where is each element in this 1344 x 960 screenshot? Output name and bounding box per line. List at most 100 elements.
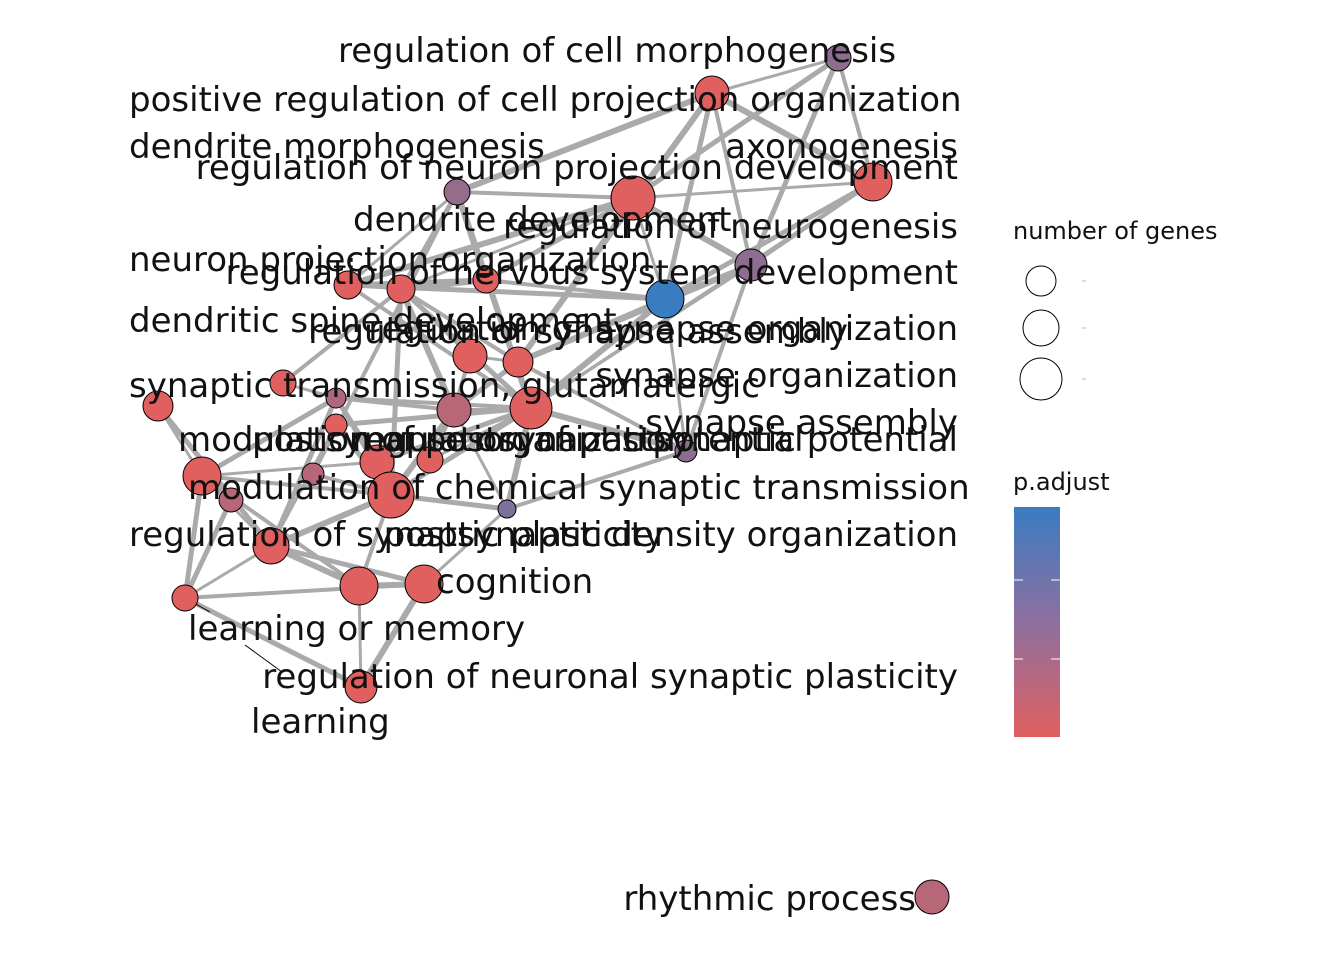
node-label: dendrite morphogenesis <box>129 127 545 167</box>
network-edge <box>748 57 841 266</box>
legend: number of genes p.adjust <box>1013 217 1218 737</box>
network-edge <box>529 296 667 411</box>
network-edge <box>530 405 687 454</box>
network-node <box>416 446 444 474</box>
unlabeled-node-layer <box>142 338 488 513</box>
network-edge <box>684 264 753 452</box>
node-label: postsynapse organization <box>252 420 688 460</box>
color-legend-bar <box>1014 507 1060 737</box>
network-edge <box>335 405 532 428</box>
network-edge <box>663 298 688 452</box>
network-node <box>436 392 472 428</box>
network-node <box>509 386 553 430</box>
node-label: cognition <box>436 562 593 602</box>
network-edge <box>517 296 666 365</box>
node-label: regulation of postsynaptic potential <box>352 420 958 460</box>
network-node <box>142 390 174 422</box>
node-label: regulation of synapse assembly <box>308 312 848 352</box>
network-node <box>497 499 517 519</box>
node-label: synapse organization <box>595 356 958 396</box>
network-edge <box>400 196 634 291</box>
network-node <box>367 471 415 519</box>
network-edge <box>631 55 840 201</box>
network-edge <box>517 360 687 453</box>
network-edge <box>347 195 634 288</box>
network-node <box>734 248 768 282</box>
network-edge <box>398 287 457 412</box>
node-label: synapse assembly <box>645 403 958 443</box>
node-label: regulation of neuron projection developm… <box>196 148 958 188</box>
node-layer <box>171 44 950 915</box>
node-label: postsynaptic density organization <box>384 515 958 555</box>
network-node <box>853 162 893 202</box>
network-node <box>645 279 685 319</box>
network-edge <box>389 405 533 498</box>
network-node <box>171 584 199 612</box>
network-node <box>824 44 852 72</box>
node-label: positive regulation of cell projection o… <box>129 80 962 120</box>
network-edge <box>631 195 753 268</box>
node-label: regulation of neuronal synaptic plastici… <box>262 657 958 697</box>
node-label: regulation of neurogenesis <box>503 207 958 247</box>
node-label: modulation of chemical synaptic transmis… <box>188 468 970 508</box>
label-layer: regulation of cell morphogenesis positive… <box>129 31 970 919</box>
network-node <box>694 75 730 111</box>
node-label: regulation of nervous system development <box>225 253 958 293</box>
network-node <box>443 178 471 206</box>
network-edge <box>515 91 715 364</box>
node-label: regulation of synapse organization <box>368 309 958 349</box>
node-label: axonogenesis <box>725 127 958 167</box>
network-node <box>333 270 363 300</box>
network-edge <box>452 409 509 510</box>
node-label: learning <box>251 702 390 742</box>
node-label: neuron projection organization <box>129 240 651 280</box>
network-edge <box>200 395 338 479</box>
network-edge <box>455 90 714 195</box>
network-node <box>452 338 488 374</box>
network-edge <box>281 287 403 385</box>
network-edge <box>399 287 520 364</box>
network-edge <box>358 582 427 689</box>
network-edge <box>270 543 425 587</box>
network-node <box>472 266 500 294</box>
network-edge <box>456 190 634 200</box>
network-node <box>502 346 534 378</box>
node-label: rhythmic process <box>623 879 916 919</box>
network-node <box>324 413 348 437</box>
size-legend-circle-small <box>1025 265 1057 297</box>
node-label: dendrite development <box>353 200 731 240</box>
network-edge <box>710 90 875 185</box>
network-edge <box>182 498 234 600</box>
color-legend-title: p.adjust <box>1013 468 1110 496</box>
network-edge <box>662 92 715 300</box>
network-edge <box>201 474 392 497</box>
node-label: synaptic transmission, glutamatergic <box>129 366 760 406</box>
network-edge <box>201 460 378 478</box>
network-edge <box>269 424 338 547</box>
label-leader-line <box>244 644 283 673</box>
network-edge <box>530 180 874 410</box>
network-edge <box>836 57 875 183</box>
network-node <box>269 369 297 397</box>
size-legend-circle-large <box>1019 357 1063 401</box>
network-edge <box>347 190 458 287</box>
node-label: learning or memory <box>188 609 525 649</box>
network-edge <box>182 475 205 599</box>
node-label: dendritic spine development <box>129 301 617 341</box>
network-node <box>339 566 379 606</box>
network-edge <box>183 595 363 690</box>
size-legend-circle-medium <box>1022 309 1060 347</box>
network-edge <box>484 279 533 409</box>
network-node <box>674 439 698 463</box>
network-node <box>404 564 444 604</box>
size-legend-title: number of genes <box>1013 217 1218 245</box>
network-edge <box>632 180 874 200</box>
network-node <box>914 879 950 915</box>
network-edge <box>710 92 753 266</box>
network-edge <box>484 195 635 283</box>
node-label: modulation of postsynaptic potential <box>178 420 804 460</box>
network-node <box>218 487 244 513</box>
network-node <box>301 462 325 486</box>
network-edge <box>711 56 839 95</box>
